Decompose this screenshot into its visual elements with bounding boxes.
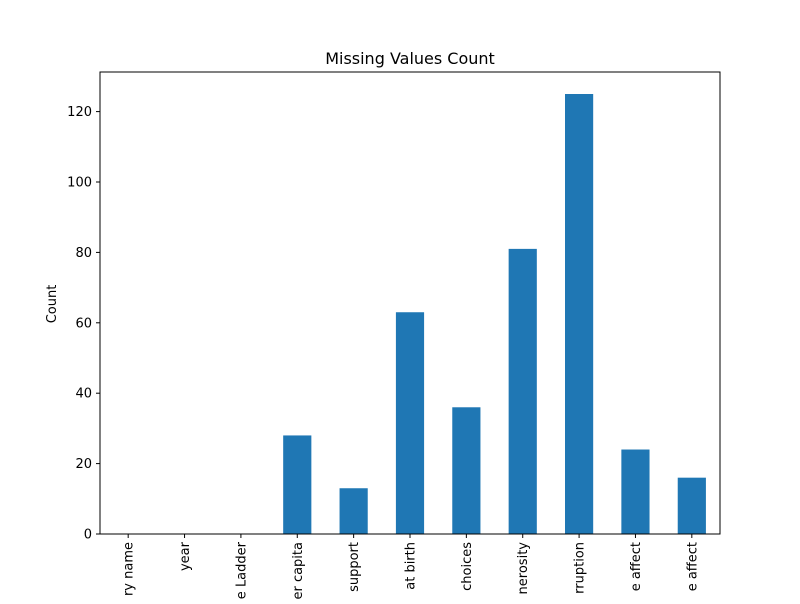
y-tick-label-0: 0 xyxy=(84,528,92,543)
bar-8 xyxy=(565,94,594,534)
bar-3 xyxy=(283,435,312,534)
x-tick-label-2: e Ladder xyxy=(234,541,249,599)
bar-7 xyxy=(508,248,537,534)
bar-10 xyxy=(677,477,706,534)
x-tick-label-5: at birth xyxy=(404,542,419,590)
y-tick-label-3: 60 xyxy=(75,316,92,331)
bar-6 xyxy=(452,407,481,534)
x-tick-label-6: choices xyxy=(460,542,475,591)
y-tick-label-6: 120 xyxy=(67,105,92,120)
x-tick-label-9: e affect xyxy=(629,542,644,591)
y-tick-label-4: 80 xyxy=(75,246,92,261)
x-tick-label-1: year xyxy=(178,541,193,571)
plot-frame xyxy=(99,71,721,535)
y-axis-label: Count xyxy=(45,285,60,324)
x-tick-label-8: rruption xyxy=(573,542,588,594)
x-axis-ticks: ry name year e Ladder er capita support at bi… xyxy=(122,534,700,600)
x-tick-label-7: nerosity xyxy=(516,542,531,595)
chart-title: Missing Values Count xyxy=(325,49,495,68)
y-axis-ticks: 0 20 40 60 80 100 120 xyxy=(67,105,100,543)
x-tick-label-10: e affect xyxy=(685,542,700,591)
x-tick-label-3: er capita xyxy=(291,542,306,600)
bar-4 xyxy=(339,488,368,534)
x-tick-label-0: ry name xyxy=(122,542,137,596)
bar-5 xyxy=(395,312,425,534)
x-tick-label-4: support xyxy=(347,542,362,592)
bar-9 xyxy=(621,449,650,534)
bars-layer xyxy=(283,94,706,534)
y-tick-label-5: 100 xyxy=(67,176,92,191)
y-tick-label-2: 40 xyxy=(75,387,92,402)
y-tick-label-1: 20 xyxy=(75,457,92,472)
